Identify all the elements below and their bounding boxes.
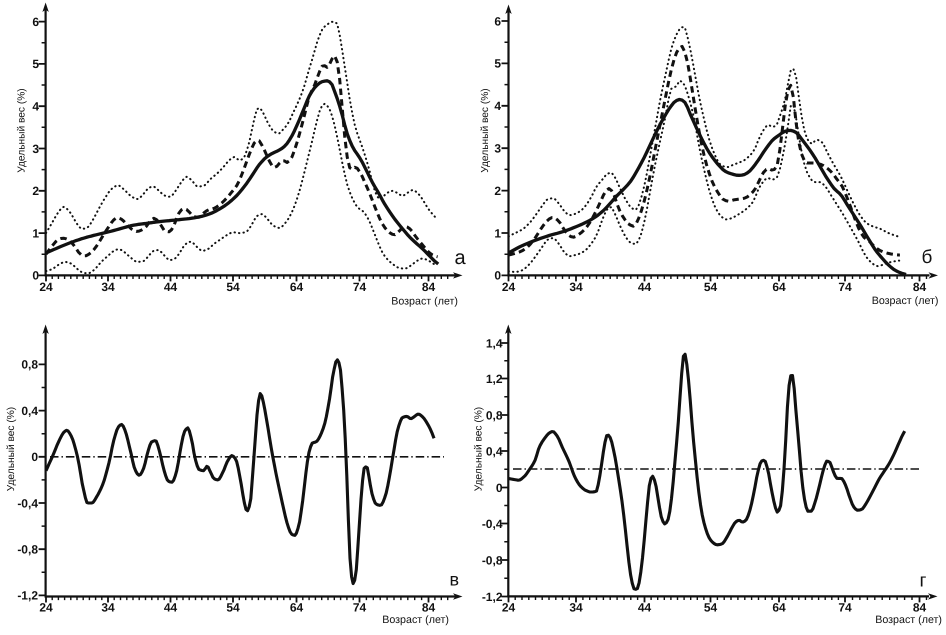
svg-text:-0,8: -0,8	[482, 553, 503, 567]
svg-text:Удельный вес (%): Удельный вес (%)	[474, 407, 485, 491]
svg-text:6: 6	[32, 15, 39, 29]
svg-text:0,8: 0,8	[21, 358, 38, 372]
svg-text:0: 0	[496, 481, 503, 495]
svg-text:-0,8: -0,8	[17, 543, 38, 557]
svg-text:34: 34	[569, 600, 583, 614]
svg-text:74: 74	[838, 280, 852, 294]
svg-text:Возраст (лет): Возраст (лет)	[391, 296, 458, 308]
svg-text:а: а	[455, 247, 467, 269]
svg-text:0,4: 0,4	[486, 444, 503, 458]
svg-text:5: 5	[494, 57, 501, 71]
svg-text:Удельный вес (%): Удельный вес (%)	[6, 407, 17, 491]
svg-text:64: 64	[772, 600, 786, 614]
svg-text:64: 64	[290, 280, 304, 294]
svg-text:84: 84	[422, 600, 436, 614]
svg-text:Удельный вес (%): Удельный вес (%)	[17, 88, 28, 172]
svg-text:24: 24	[39, 280, 53, 294]
svg-text:54: 54	[226, 600, 240, 614]
svg-text:-1,2: -1,2	[482, 590, 503, 604]
svg-text:54: 54	[704, 280, 718, 294]
svg-text:74: 74	[838, 600, 852, 614]
svg-text:0: 0	[32, 269, 39, 283]
svg-text:г: г	[920, 571, 927, 592]
svg-text:34: 34	[569, 280, 583, 294]
svg-text:64: 64	[772, 280, 786, 294]
svg-text:84: 84	[913, 280, 927, 294]
svg-text:3: 3	[494, 142, 501, 156]
svg-text:1: 1	[494, 226, 501, 240]
svg-text:6: 6	[494, 14, 501, 28]
svg-text:Удельный вес (%): Удельный вес (%)	[480, 88, 491, 172]
svg-text:Возраст (лет): Возраст (лет)	[875, 614, 942, 626]
svg-text:Возраст (лет): Возраст (лет)	[382, 614, 449, 626]
svg-text:84: 84	[422, 280, 436, 294]
svg-text:44: 44	[164, 600, 178, 614]
svg-text:34: 34	[101, 280, 115, 294]
svg-text:4: 4	[494, 99, 501, 113]
svg-text:34: 34	[101, 600, 115, 614]
svg-text:24: 24	[39, 600, 53, 614]
svg-text:1,4: 1,4	[486, 336, 503, 350]
svg-text:0,4: 0,4	[21, 404, 38, 418]
svg-text:3: 3	[32, 142, 39, 156]
svg-text:Возраст (лет): Возраст (лет)	[872, 295, 939, 307]
svg-text:54: 54	[226, 280, 240, 294]
svg-text:44: 44	[164, 280, 178, 294]
svg-text:54: 54	[704, 600, 718, 614]
svg-text:0: 0	[494, 269, 501, 283]
svg-text:б: б	[922, 247, 933, 268]
svg-text:4: 4	[32, 100, 39, 114]
svg-text:24: 24	[502, 280, 516, 294]
svg-text:1: 1	[32, 226, 39, 240]
svg-text:74: 74	[353, 280, 367, 294]
svg-text:0: 0	[31, 450, 38, 464]
svg-text:1,2: 1,2	[486, 372, 503, 386]
svg-text:24: 24	[502, 600, 516, 614]
svg-text:в: в	[450, 570, 460, 590]
svg-text:84: 84	[913, 600, 927, 614]
svg-text:-0,4: -0,4	[482, 517, 503, 531]
svg-text:44: 44	[638, 600, 652, 614]
svg-text:64: 64	[290, 600, 304, 614]
svg-text:44: 44	[638, 280, 652, 294]
svg-text:5: 5	[32, 57, 39, 71]
svg-text:2: 2	[32, 184, 39, 198]
svg-text:-0,4: -0,4	[17, 496, 38, 510]
svg-text:74: 74	[353, 600, 367, 614]
svg-text:0,8: 0,8	[486, 408, 503, 422]
svg-text:2: 2	[494, 184, 501, 198]
svg-text:-1,2: -1,2	[17, 589, 38, 603]
